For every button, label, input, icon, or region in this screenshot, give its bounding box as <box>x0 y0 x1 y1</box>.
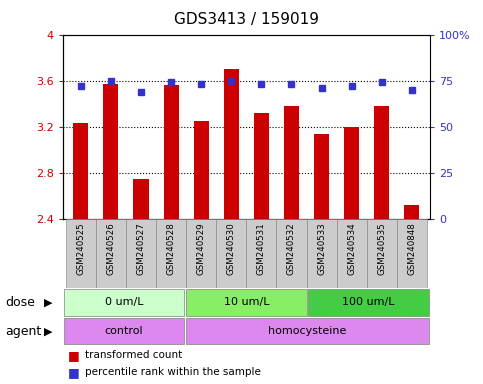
Bar <box>103 84 118 219</box>
Text: 100 um/L: 100 um/L <box>342 297 395 308</box>
Text: GSM240531: GSM240531 <box>257 222 266 275</box>
Bar <box>126 219 156 288</box>
Text: GSM240535: GSM240535 <box>377 222 386 275</box>
Bar <box>309 289 429 316</box>
Text: percentile rank within the sample: percentile rank within the sample <box>85 367 260 377</box>
Bar <box>367 219 397 288</box>
Bar <box>186 289 307 316</box>
Bar <box>156 219 186 288</box>
Bar <box>96 219 126 288</box>
Text: 0 um/L: 0 um/L <box>105 297 143 308</box>
Text: GSM240528: GSM240528 <box>167 222 176 275</box>
Bar <box>224 69 239 219</box>
Text: GSM240532: GSM240532 <box>287 222 296 275</box>
Text: ■: ■ <box>68 366 79 379</box>
Bar <box>194 121 209 219</box>
Bar <box>64 318 184 344</box>
Text: ▶: ▶ <box>44 326 53 336</box>
Text: homocysteine: homocysteine <box>269 326 347 336</box>
Text: GSM240526: GSM240526 <box>106 222 115 275</box>
Text: GSM240534: GSM240534 <box>347 222 356 275</box>
Bar <box>397 219 427 288</box>
Bar <box>66 219 96 288</box>
Text: GDS3413 / 159019: GDS3413 / 159019 <box>174 12 319 27</box>
Bar <box>164 85 179 219</box>
Text: GSM240529: GSM240529 <box>197 222 206 275</box>
Bar <box>254 113 269 219</box>
Text: GSM240530: GSM240530 <box>227 222 236 275</box>
Text: GSM240527: GSM240527 <box>137 222 145 275</box>
Text: 10 um/L: 10 um/L <box>224 297 269 308</box>
Bar <box>73 123 88 219</box>
Text: dose: dose <box>5 296 35 309</box>
Text: GSM240525: GSM240525 <box>76 222 85 275</box>
Bar <box>344 127 359 219</box>
Bar <box>133 179 149 219</box>
Bar <box>284 106 299 219</box>
Bar <box>64 289 184 316</box>
Bar <box>216 219 246 288</box>
Text: agent: agent <box>5 325 41 338</box>
Bar <box>186 318 429 344</box>
Bar <box>246 219 276 288</box>
Bar <box>186 219 216 288</box>
Text: transformed count: transformed count <box>85 350 182 360</box>
Text: ■: ■ <box>68 349 79 362</box>
Text: ▶: ▶ <box>44 297 53 308</box>
Bar <box>276 219 307 288</box>
Text: GSM240533: GSM240533 <box>317 222 326 275</box>
Bar <box>307 219 337 288</box>
Text: GSM240848: GSM240848 <box>407 222 416 275</box>
Bar <box>337 219 367 288</box>
Bar <box>374 106 389 219</box>
Bar <box>404 205 419 219</box>
Bar <box>314 134 329 219</box>
Text: control: control <box>105 326 143 336</box>
